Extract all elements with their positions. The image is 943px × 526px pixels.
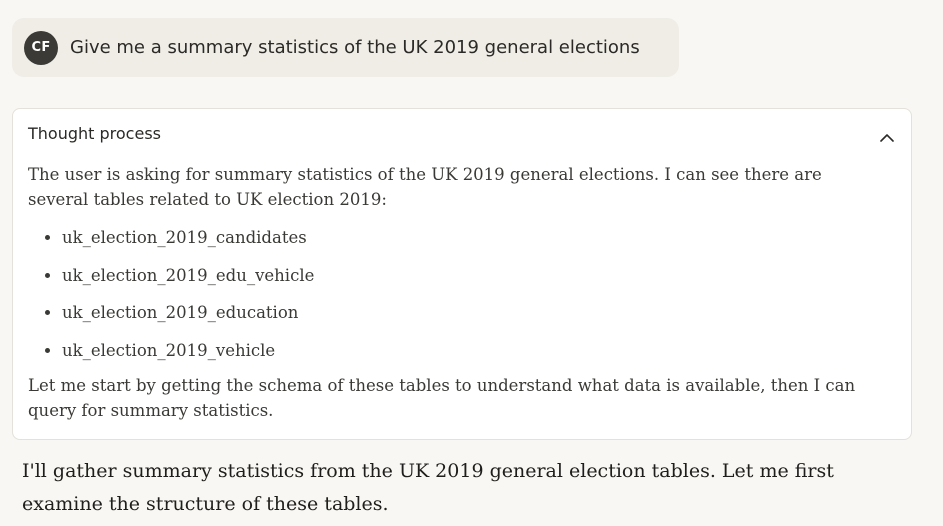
chevron-up-icon[interactable] [877,127,897,147]
list-item: uk_election_2019_candidates [62,225,858,250]
thought-process-title[interactable]: Thought process [28,124,161,143]
table-list: uk_election_2019_candidates uk_election_… [28,225,858,363]
list-item: uk_election_2019_edu_vehicle [62,263,858,288]
user-message-text: Give me a summary statistics of the UK 2… [70,37,640,58]
user-message: CF Give me a summary statistics of the U… [12,18,679,77]
assistant-reply-text: I'll gather summary statistics from the … [22,460,834,515]
thought-process-panel: Thought process The user is asking for s… [12,108,912,440]
assistant-reply: I'll gather summary statistics from the … [22,455,902,521]
thought-outro: Let me start by getting the schema of th… [28,375,856,420]
list-item: uk_election_2019_education [62,300,858,325]
avatar[interactable]: CF [24,30,58,65]
list-item: uk_election_2019_vehicle [62,338,858,363]
thought-process-body: The user is asking for summary statistic… [28,162,858,423]
thought-intro: The user is asking for summary statistic… [28,165,822,209]
